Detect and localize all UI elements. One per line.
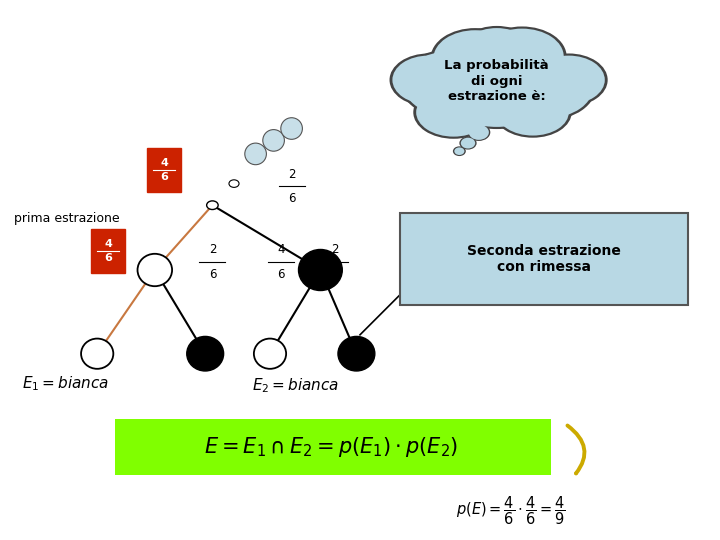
Ellipse shape — [461, 138, 475, 148]
Circle shape — [207, 201, 218, 210]
Ellipse shape — [467, 124, 490, 141]
Ellipse shape — [254, 339, 286, 369]
Ellipse shape — [281, 118, 302, 139]
Text: 6: 6 — [277, 267, 284, 281]
Text: $E_2 = bianca$: $E_2 = bianca$ — [252, 377, 339, 395]
Ellipse shape — [338, 336, 375, 371]
Text: Seconda estrazione
con rimessa: Seconda estrazione con rimessa — [467, 244, 621, 274]
Ellipse shape — [453, 146, 466, 156]
Text: 6: 6 — [331, 267, 338, 281]
Text: 6: 6 — [288, 192, 295, 205]
Text: 6: 6 — [161, 172, 168, 181]
Text: prima estrazione: prima estrazione — [14, 212, 120, 225]
Ellipse shape — [497, 89, 569, 136]
Ellipse shape — [459, 137, 477, 150]
Ellipse shape — [533, 56, 605, 104]
Text: 4: 4 — [277, 243, 284, 256]
Ellipse shape — [400, 49, 500, 118]
Ellipse shape — [456, 26, 537, 82]
Text: 4: 4 — [161, 159, 168, 168]
Text: $p(E) = \dfrac{4}{6} \cdot \dfrac{4}{6} = \dfrac{4}{9}$: $p(E) = \dfrac{4}{6} \cdot \dfrac{4}{6} … — [456, 494, 566, 526]
Ellipse shape — [454, 147, 464, 155]
Ellipse shape — [81, 339, 113, 369]
Ellipse shape — [403, 51, 497, 116]
Text: $E_1 = bianca$: $E_1 = bianca$ — [22, 374, 109, 393]
Text: 6: 6 — [209, 267, 216, 281]
Ellipse shape — [469, 125, 489, 140]
Ellipse shape — [416, 88, 491, 137]
Ellipse shape — [501, 53, 596, 120]
FancyBboxPatch shape — [147, 148, 181, 192]
Ellipse shape — [392, 56, 464, 104]
Text: $E = E_1 \cap E_2 = p(E_1) \cdot p(E_2)$: $E = E_1 \cap E_2 = p(E_1) \cdot p(E_2)$ — [204, 435, 459, 459]
Ellipse shape — [263, 130, 284, 151]
Ellipse shape — [413, 86, 494, 139]
Text: 2: 2 — [331, 243, 338, 256]
FancyArrowPatch shape — [567, 426, 585, 474]
Text: 4: 4 — [104, 240, 112, 249]
Text: La probabilità
di ogni
estrazione è:: La probabilità di ogni estrazione è: — [444, 59, 549, 103]
FancyBboxPatch shape — [400, 213, 688, 305]
FancyBboxPatch shape — [91, 229, 125, 273]
Ellipse shape — [504, 55, 593, 118]
Ellipse shape — [390, 53, 467, 106]
Ellipse shape — [436, 46, 558, 127]
FancyBboxPatch shape — [115, 418, 551, 475]
Ellipse shape — [459, 28, 534, 80]
Ellipse shape — [138, 254, 172, 286]
Text: 2: 2 — [288, 167, 295, 181]
Ellipse shape — [299, 249, 342, 291]
Text: 6: 6 — [104, 253, 112, 262]
Circle shape — [229, 180, 239, 187]
Ellipse shape — [431, 28, 520, 89]
Ellipse shape — [433, 44, 561, 129]
Ellipse shape — [530, 53, 608, 106]
Ellipse shape — [433, 30, 517, 86]
Ellipse shape — [494, 87, 572, 138]
Ellipse shape — [245, 143, 266, 165]
Ellipse shape — [480, 29, 564, 85]
Ellipse shape — [186, 336, 224, 371]
Text: 2: 2 — [209, 243, 216, 256]
Ellipse shape — [477, 26, 567, 87]
